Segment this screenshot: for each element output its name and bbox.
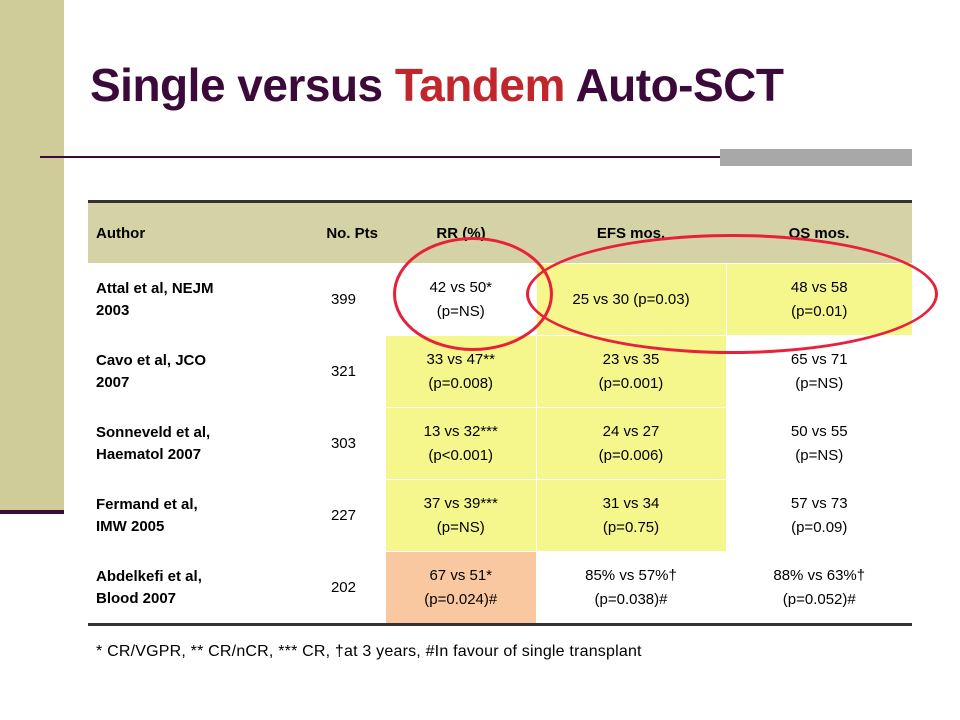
author-line: 2007	[96, 373, 130, 391]
author-line: IMW 2005	[96, 517, 165, 535]
left-decor-line	[0, 510, 64, 514]
cell-pts: 321	[278, 335, 386, 408]
author-line: Blood 2007	[96, 589, 177, 607]
efs-pvalue: (p=0.001)	[598, 374, 664, 392]
cell-author: Sonneveld et al, Haematol 2007	[88, 407, 278, 480]
cell-os: 57 vs 73 (p=0.09)	[725, 479, 912, 552]
cell-pts: 227	[278, 479, 386, 552]
efs-value: 23 vs 35	[602, 351, 660, 369]
cell-efs: 31 vs 34 (p=0.75)	[535, 479, 726, 552]
cell-efs: 24 vs 27 (p=0.006)	[535, 407, 726, 480]
cell-rr: 13 vs 32*** (p<0.001)	[386, 407, 536, 480]
cell-author: Abdelkefi et al, Blood 2007	[88, 551, 278, 626]
table-row: Sonneveld et al, Haematol 2007 303 13 vs …	[88, 407, 912, 480]
slide-title: Single versus Tandem Auto-SCT	[90, 58, 784, 112]
os-value: 88% vs 63%†	[773, 567, 866, 585]
rr-value: 67 vs 51*	[429, 567, 493, 585]
author-line: 2003	[96, 301, 130, 319]
efs-value: 85% vs 57%†	[585, 567, 677, 585]
cell-author: Cavo et al, JCO 2007	[88, 335, 278, 408]
header-author: Author	[88, 200, 278, 264]
os-pvalue: (p=0.09)	[791, 518, 848, 536]
footnote: * CR/VGPR, ** CR/nCR, *** CR, †at 3 year…	[96, 643, 642, 660]
cell-pts: 399	[278, 263, 386, 336]
table-row: Fermand et al, IMW 2005 227 37 vs 39*** (p…	[88, 479, 912, 552]
efs-pvalue: (p=0.006)	[598, 446, 664, 464]
title-part-3: Auto-SCT	[564, 59, 784, 111]
author-line: Cavo et al, JCO	[96, 351, 207, 369]
rr-value: 33 vs 47**	[426, 351, 495, 369]
cell-pts: 303	[278, 407, 386, 480]
title-part-1: Single versus	[90, 59, 395, 111]
cell-os: 50 vs 55 (p=NS)	[725, 407, 912, 480]
comparison-table: Author No. Pts RR (%) EFS mos. OS mos. A…	[88, 200, 912, 626]
efs-value: 31 vs 34	[602, 495, 660, 513]
left-decor-bar	[0, 0, 64, 512]
header-pts: No. Pts	[278, 200, 386, 264]
author-line: Fermand et al,	[96, 495, 198, 513]
author-line: Haematol 2007	[96, 445, 202, 463]
rr-value: 13 vs 32***	[423, 423, 498, 441]
author-line: Abdelkefi et al,	[96, 567, 202, 585]
os-pvalue: (p=NS)	[795, 374, 844, 392]
cell-efs: 85% vs 57%† (p=0.038)#	[535, 551, 726, 626]
efs-pvalue: (p=0.75)	[602, 518, 660, 536]
title-divider	[40, 156, 912, 158]
cell-author: Attal et al, NEJM 2003	[88, 263, 278, 336]
table-row: Abdelkefi et al, Blood 2007 202 67 vs 51*…	[88, 551, 912, 626]
cell-author: Fermand et al, IMW 2005	[88, 479, 278, 552]
cell-os: 88% vs 63%† (p=0.052)#	[725, 551, 912, 626]
rr-pvalue: (p=0.024)#	[424, 590, 498, 608]
efs-value: 24 vs 27	[602, 423, 660, 441]
os-pvalue: (p=0.052)#	[782, 590, 856, 608]
os-value: 57 vs 73	[790, 495, 848, 513]
os-value: 65 vs 71	[790, 351, 848, 369]
rr-value: 37 vs 39***	[423, 495, 498, 513]
cell-pts: 202	[278, 551, 386, 626]
rr-pvalue: (p<0.001)	[428, 446, 494, 464]
efs-pvalue: (p=0.038)#	[594, 590, 668, 608]
os-value: 50 vs 55	[790, 423, 848, 441]
divider-accent-box	[720, 149, 912, 166]
os-pvalue: (p=NS)	[795, 446, 844, 464]
rr-pvalue: (p=NS)	[436, 518, 485, 536]
highlight-circle-efs-os	[526, 234, 938, 354]
title-accent: Tandem	[394, 59, 565, 111]
rr-pvalue: (p=0.008)	[428, 374, 494, 392]
cell-rr: 37 vs 39*** (p=NS)	[386, 479, 536, 552]
author-line: Sonneveld et al,	[96, 423, 211, 441]
cell-rr: 67 vs 51* (p=0.024)#	[386, 551, 536, 626]
author-line: Attal et al, NEJM	[96, 279, 214, 297]
